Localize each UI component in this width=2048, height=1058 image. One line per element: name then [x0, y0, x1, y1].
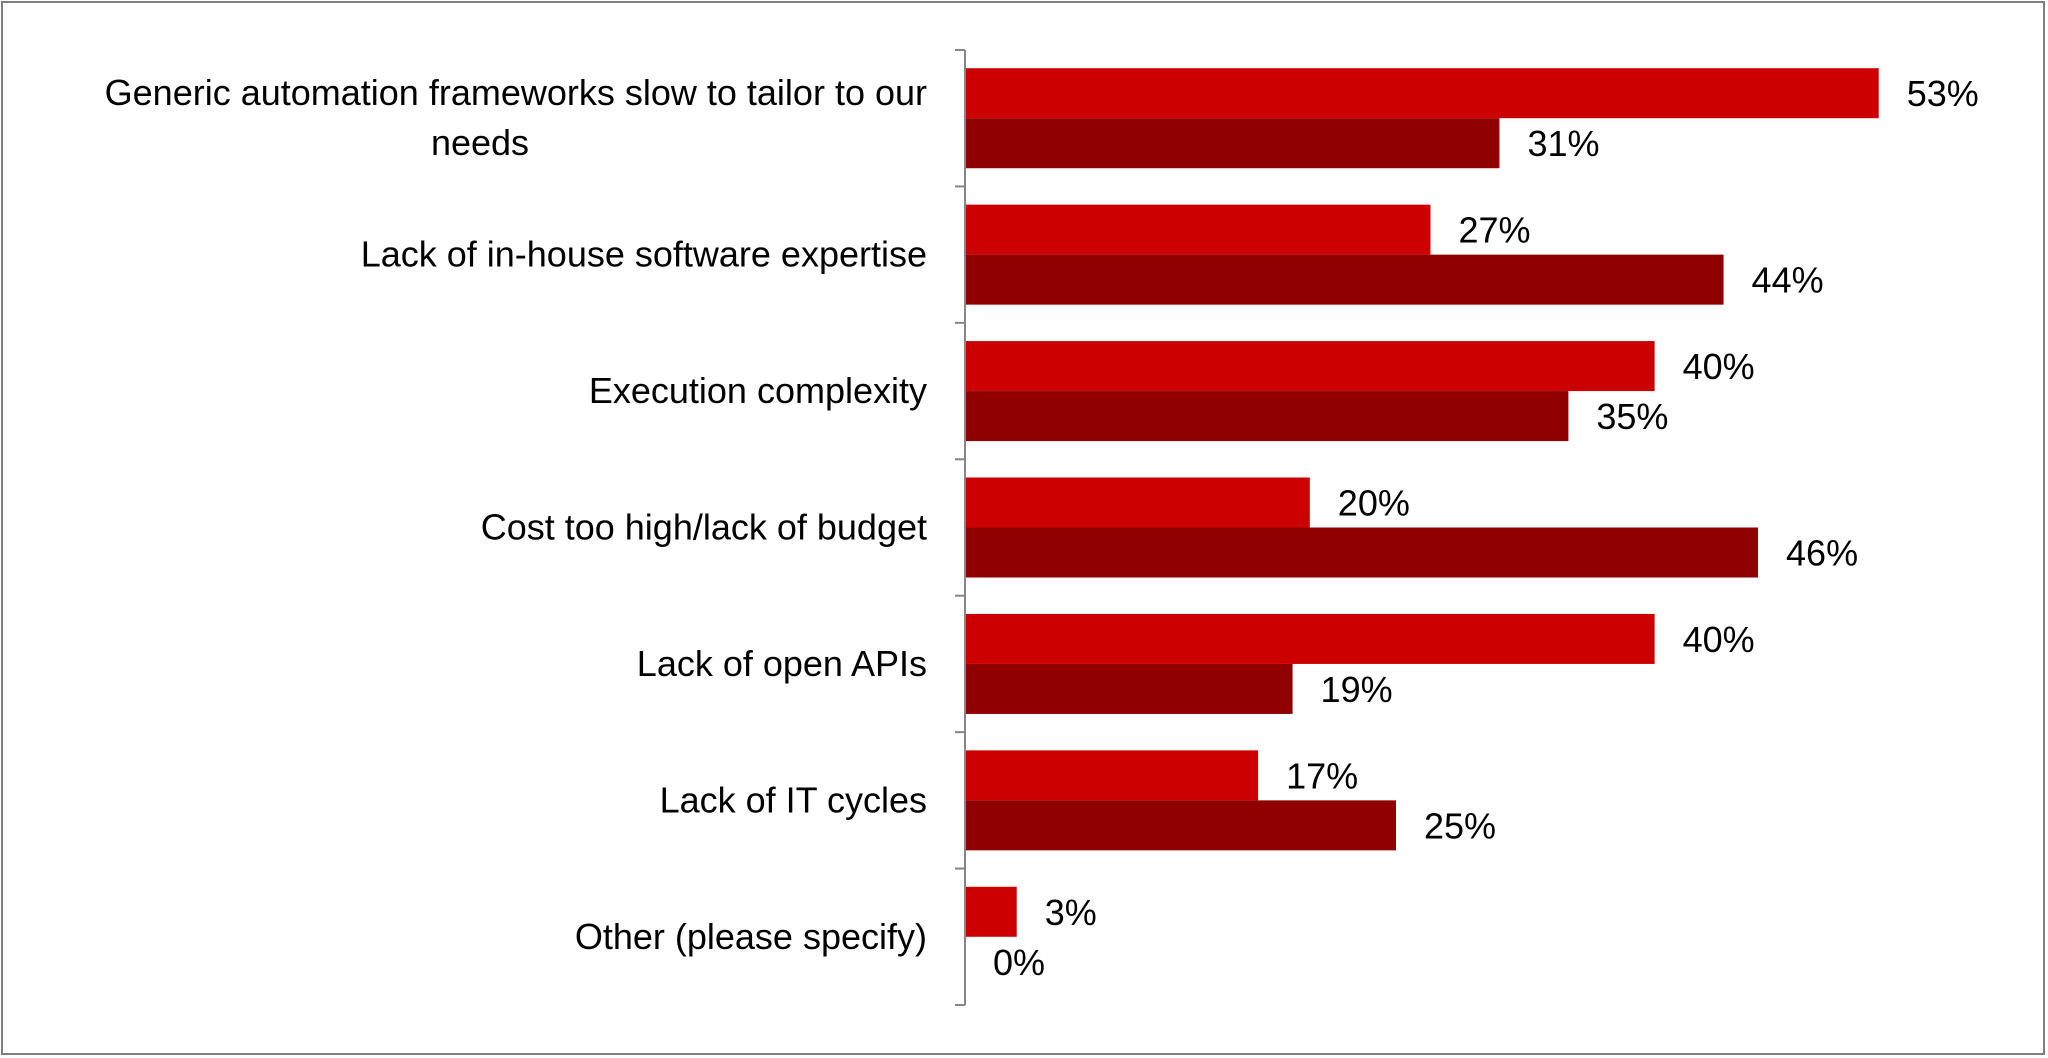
category-label-6: Lack of IT cycles	[660, 779, 927, 820]
bar-s1-4	[965, 477, 1310, 528]
data-label-s2-5: 19%	[1321, 669, 1393, 710]
category-label-1-line-1: Generic automation frameworks slow to ta…	[105, 72, 927, 113]
data-label-s2-4: 46%	[1786, 533, 1858, 574]
data-label-s1-1: 53%	[1907, 73, 1979, 114]
category-label-3: Execution complexity	[589, 370, 927, 411]
category-label-5: Lack of open APIs	[637, 643, 927, 684]
bar-s1-2	[965, 204, 1431, 255]
bar-s1-6	[965, 750, 1259, 801]
bar-s1-7	[965, 886, 1017, 937]
data-label-s2-1: 31%	[1527, 123, 1599, 164]
category-label-1-line-2: needs	[431, 122, 529, 163]
bar-s2-5	[965, 663, 1293, 714]
data-label-s1-2: 27%	[1458, 210, 1530, 251]
bar-s2-3	[965, 391, 1569, 442]
data-label-s2-7: 0%	[993, 942, 1045, 983]
bar-s1-1	[965, 68, 1879, 119]
bar-s1-3	[965, 341, 1655, 392]
data-label-s1-6: 17%	[1286, 755, 1358, 796]
category-label-7: Other (please specify)	[575, 916, 927, 957]
data-label-s1-7: 3%	[1045, 892, 1097, 933]
bar-s1-5	[965, 613, 1655, 664]
bar-s2-2	[965, 254, 1724, 305]
data-label-s2-6: 25%	[1424, 805, 1496, 846]
data-label-s1-3: 40%	[1683, 346, 1755, 387]
bar-s2-4	[965, 527, 1759, 578]
bar-s2-1	[965, 118, 1500, 169]
data-label-s2-2: 44%	[1752, 260, 1824, 301]
data-label-s2-3: 35%	[1596, 396, 1668, 437]
category-label-4: Cost too high/lack of budget	[481, 507, 927, 548]
data-label-s1-4: 20%	[1338, 483, 1410, 524]
category-label-2: Lack of in-house software expertise	[361, 234, 927, 275]
bar-s2-6	[965, 800, 1396, 851]
data-label-s1-5: 40%	[1683, 619, 1755, 660]
